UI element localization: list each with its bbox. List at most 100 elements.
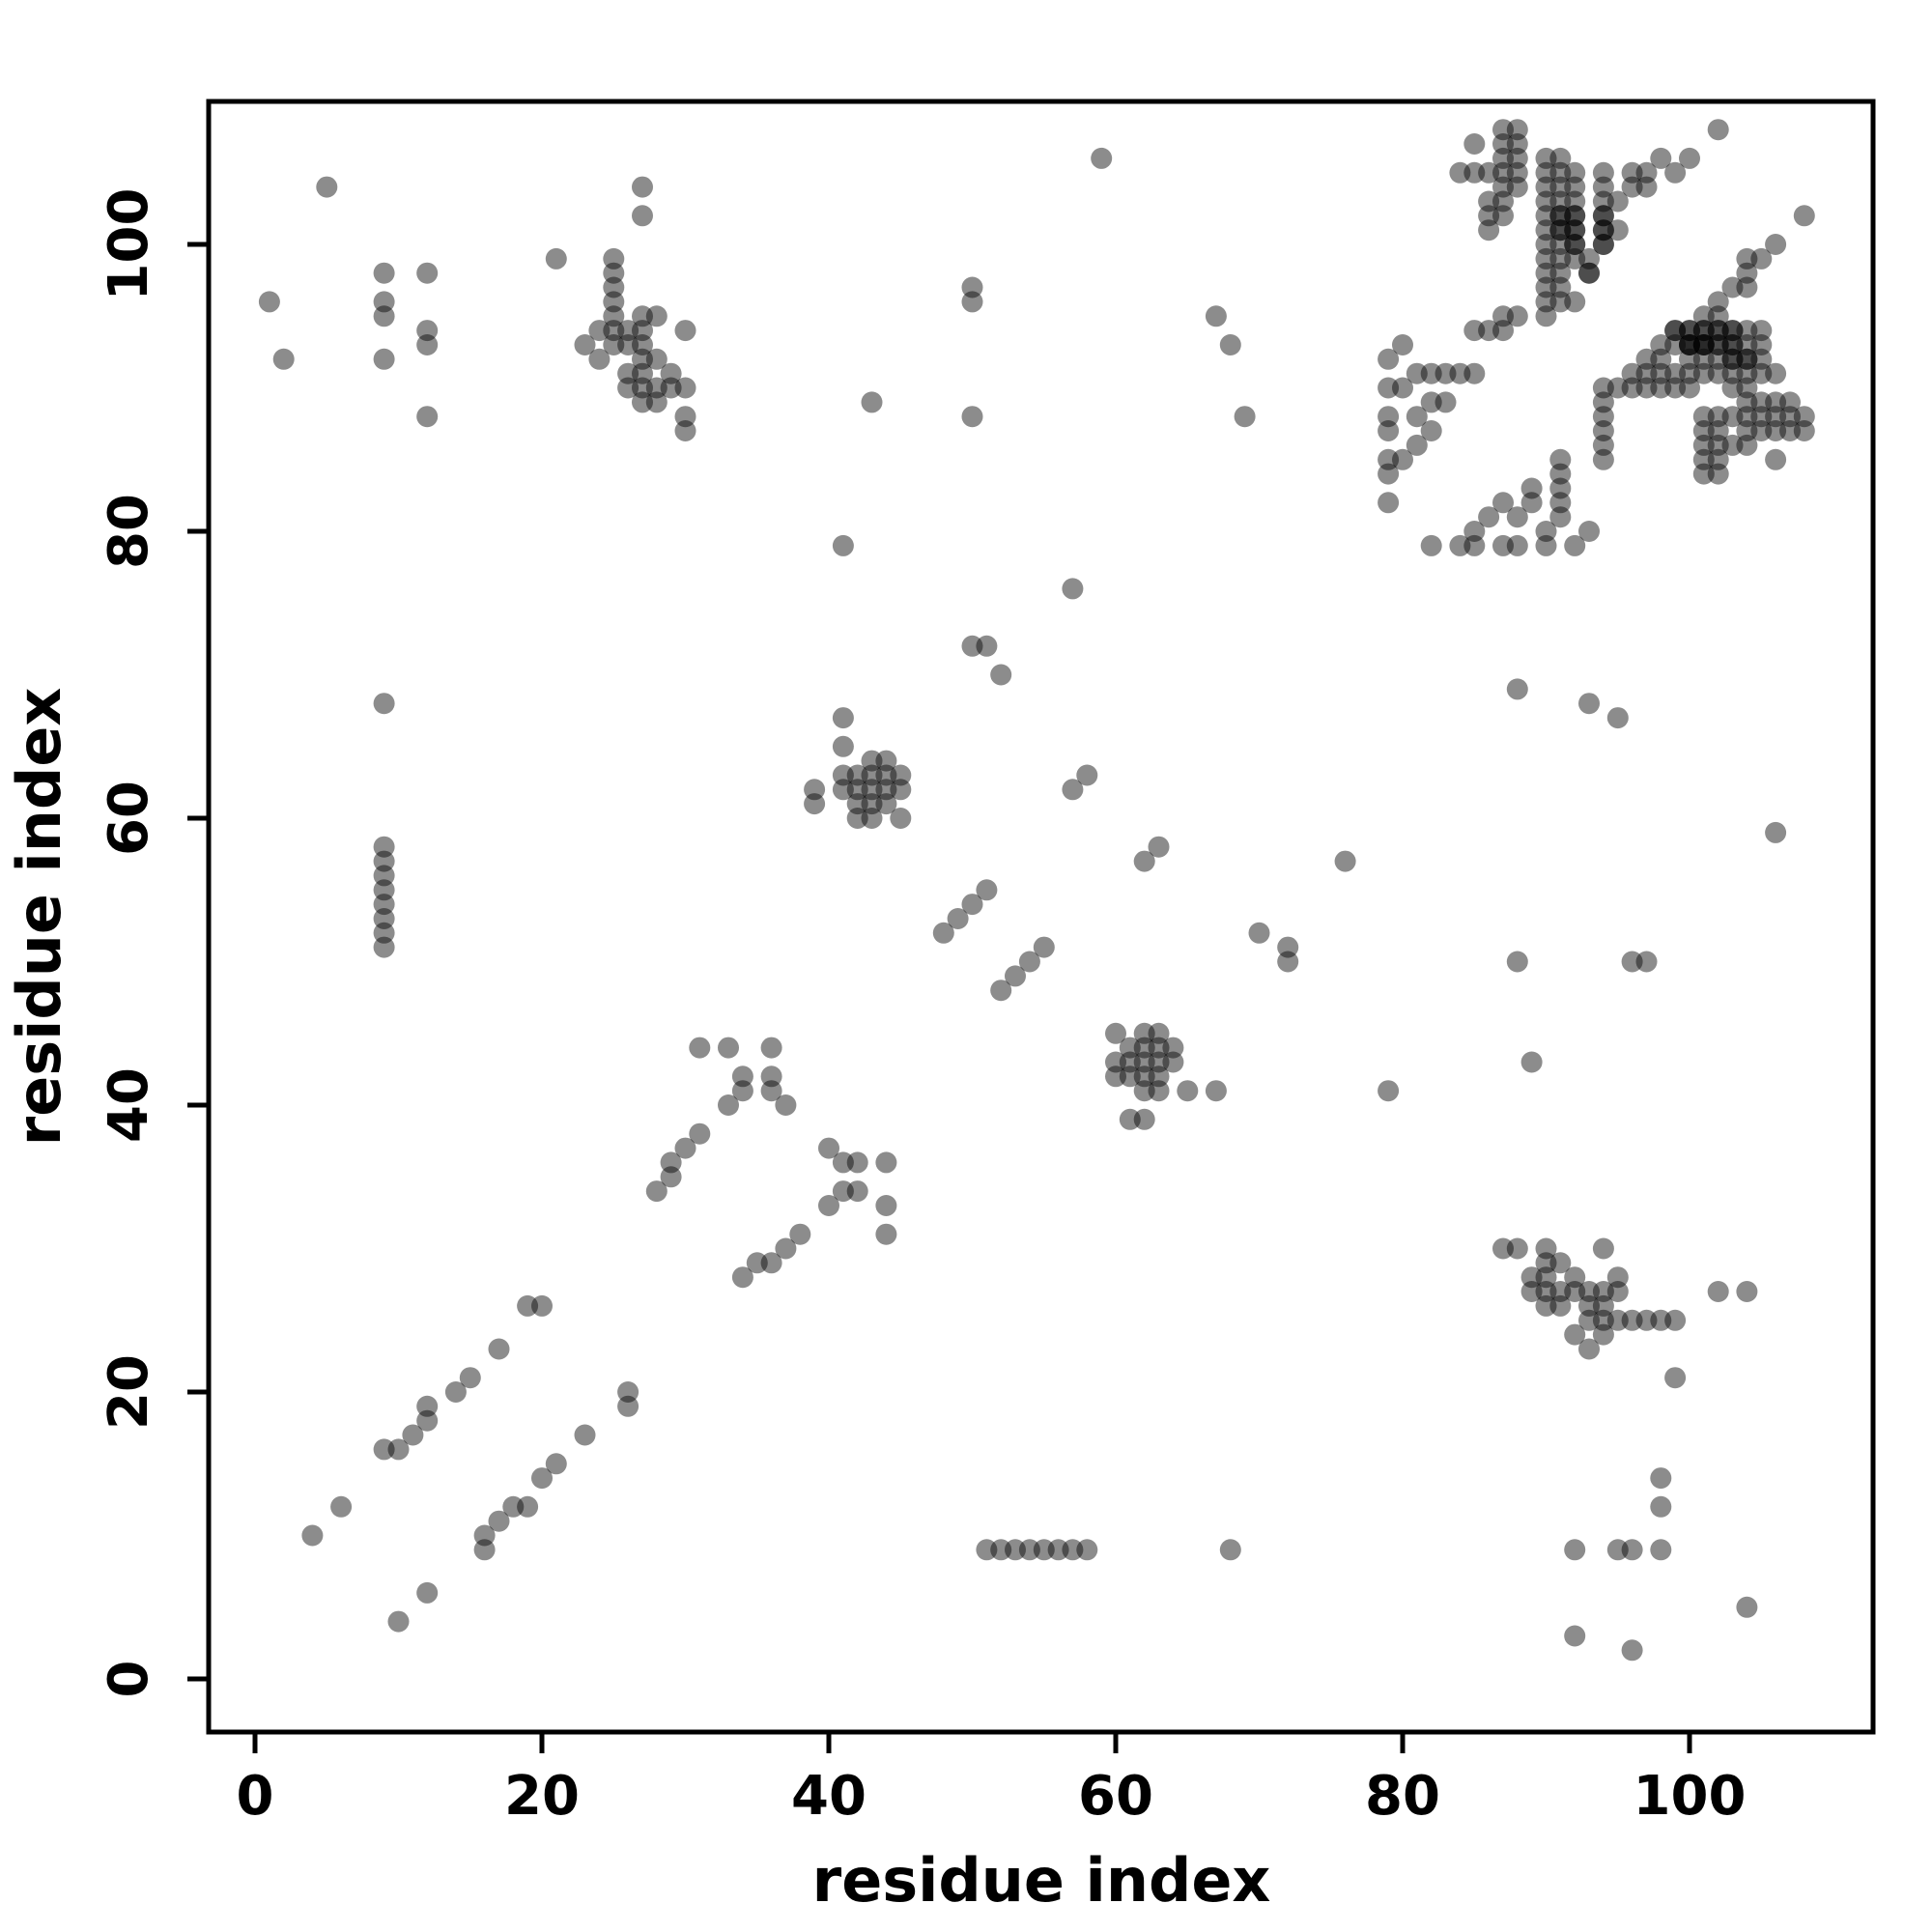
data-point bbox=[1592, 176, 1614, 198]
data-point bbox=[961, 291, 983, 313]
data-point bbox=[660, 1166, 682, 1188]
data-point bbox=[1549, 1294, 1572, 1317]
data-point bbox=[1707, 348, 1729, 370]
data-point bbox=[645, 377, 668, 399]
data-point bbox=[1062, 578, 1084, 600]
data-point bbox=[1535, 1252, 1557, 1274]
data-point bbox=[632, 377, 653, 399]
data-point bbox=[875, 793, 897, 815]
data-point bbox=[832, 1180, 854, 1203]
data-point bbox=[674, 420, 696, 441]
data-point bbox=[1650, 1539, 1672, 1561]
data-point bbox=[1535, 1237, 1557, 1260]
data-point bbox=[416, 1581, 439, 1604]
data-point bbox=[632, 176, 653, 198]
data-point bbox=[1506, 305, 1528, 327]
data-point bbox=[846, 793, 868, 815]
data-point bbox=[674, 377, 696, 399]
data-point bbox=[1692, 348, 1715, 370]
data-point bbox=[373, 894, 395, 916]
y-axis-tick-labels: 0 20 40 60 80 100 bbox=[98, 188, 160, 1698]
data-point bbox=[272, 348, 295, 370]
data-point bbox=[846, 764, 868, 786]
data-point bbox=[1520, 477, 1543, 499]
data-point bbox=[1549, 291, 1572, 313]
data-point bbox=[1564, 1266, 1586, 1289]
data-point bbox=[861, 764, 883, 786]
data-point bbox=[1592, 1294, 1614, 1317]
data-point bbox=[1592, 1323, 1614, 1346]
data-point bbox=[1119, 1051, 1141, 1073]
data-point bbox=[603, 334, 625, 355]
data-point bbox=[1105, 1022, 1126, 1044]
data-point bbox=[1478, 219, 1500, 242]
data-point bbox=[804, 793, 826, 815]
data-point bbox=[1506, 1237, 1528, 1260]
data-point bbox=[875, 750, 897, 772]
data-point bbox=[1679, 147, 1700, 169]
data-point bbox=[416, 320, 439, 342]
data-point bbox=[1750, 247, 1773, 270]
data-point bbox=[1635, 348, 1658, 370]
data-point bbox=[1592, 391, 1614, 413]
data-point bbox=[373, 922, 395, 944]
data-point bbox=[603, 262, 625, 284]
data-point bbox=[1492, 205, 1514, 227]
data-point bbox=[632, 205, 653, 227]
data-point bbox=[1549, 234, 1572, 255]
data-point bbox=[1779, 406, 1801, 428]
data-point bbox=[1721, 334, 1744, 355]
data-point bbox=[1679, 334, 1700, 355]
data-point bbox=[1520, 492, 1543, 514]
data-point bbox=[1506, 161, 1528, 184]
data-point bbox=[603, 320, 625, 342]
y-axis-ticks bbox=[187, 242, 209, 1682]
data-point bbox=[632, 334, 653, 355]
data-point bbox=[1062, 1539, 1084, 1561]
data-point bbox=[1549, 205, 1572, 227]
data-point bbox=[1378, 377, 1400, 399]
data-point bbox=[875, 779, 897, 801]
data-point bbox=[1492, 320, 1514, 342]
data-point bbox=[1736, 406, 1758, 428]
data-point bbox=[1721, 434, 1744, 456]
data-point bbox=[789, 1223, 811, 1245]
data-point bbox=[1707, 334, 1729, 355]
data-point bbox=[617, 320, 639, 342]
data-point bbox=[1535, 219, 1557, 242]
data-point bbox=[1664, 1309, 1687, 1331]
data-point bbox=[1119, 1108, 1141, 1130]
data-point bbox=[1564, 534, 1586, 556]
data-point bbox=[1277, 951, 1299, 973]
data-point bbox=[1378, 348, 1400, 370]
data-point bbox=[1606, 1309, 1629, 1331]
data-point bbox=[1721, 348, 1744, 370]
data-point bbox=[976, 879, 998, 901]
data-point bbox=[1033, 1539, 1055, 1561]
data-point bbox=[632, 320, 653, 342]
data-point bbox=[1535, 534, 1557, 556]
data-point bbox=[574, 334, 596, 355]
data-point bbox=[1621, 362, 1643, 384]
data-point bbox=[1650, 362, 1672, 384]
data-point bbox=[502, 1495, 525, 1518]
data-point bbox=[416, 1409, 439, 1432]
data-point bbox=[1635, 161, 1658, 184]
data-point bbox=[1736, 377, 1758, 399]
tick-label: 60 bbox=[98, 781, 160, 856]
data-point bbox=[588, 348, 611, 370]
data-point bbox=[1105, 1051, 1126, 1073]
data-point bbox=[731, 1266, 753, 1289]
data-point bbox=[1564, 176, 1586, 198]
data-point bbox=[1478, 506, 1500, 528]
data-point bbox=[1105, 1065, 1126, 1088]
data-point bbox=[1592, 434, 1614, 456]
data-point bbox=[416, 1395, 439, 1417]
data-point bbox=[1707, 119, 1729, 141]
data-point bbox=[1736, 1281, 1758, 1302]
tick-label: 40 bbox=[98, 1067, 160, 1143]
data-point bbox=[1463, 362, 1486, 384]
data-point bbox=[488, 1510, 510, 1532]
